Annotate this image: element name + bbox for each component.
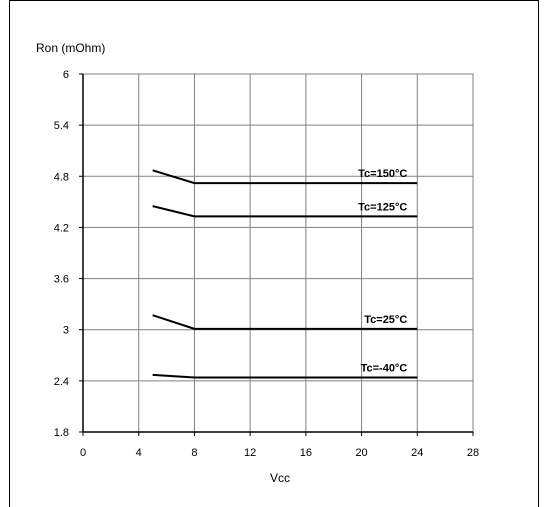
x-tick-label: 16 — [300, 447, 312, 459]
series-label: Tc=125°C — [358, 201, 407, 213]
series-label: Tc=-40°C — [361, 362, 408, 374]
y-tick-label: 4.2 — [54, 222, 69, 234]
y-tick-label: 4.8 — [54, 171, 69, 183]
y-tick-label: 5.4 — [54, 120, 69, 132]
series-line — [152, 169, 418, 185]
x-tick-label: 20 — [355, 447, 367, 459]
x-tick-label: 28 — [467, 447, 479, 459]
axes — [79, 73, 474, 436]
series-line — [152, 205, 418, 218]
x-tick-labels: 0 4 8 12 16 20 24 28 — [80, 447, 479, 459]
x-tick-label: 4 — [136, 447, 142, 459]
y-tick-label: 1.8 — [54, 427, 69, 439]
y-tick-labels: 1.8 2.4 3 3.6 4.2 4.8 5.4 6 — [54, 69, 69, 439]
series-label: Tc=150°C — [358, 168, 407, 180]
x-axis-title: Vcc — [270, 471, 290, 485]
series-line — [152, 314, 418, 330]
series-line — [152, 373, 418, 379]
y-tick-label: 3 — [63, 325, 69, 337]
y-tick-label: 3.6 — [54, 274, 69, 286]
series-lines — [152, 169, 418, 379]
series-label: Tc=25°C — [364, 314, 407, 326]
x-tick-label: 12 — [244, 447, 256, 459]
y-tick-label: 2.4 — [54, 376, 69, 388]
y-tick-label: 6 — [63, 69, 69, 81]
x-tick-label: 24 — [411, 447, 423, 459]
x-tick-label: 8 — [191, 447, 197, 459]
x-tick-label: 0 — [80, 447, 86, 459]
series-labels: Tc=150°C Tc=125°C Tc=25°C Tc=-40°C — [358, 168, 407, 374]
y-axis-title: Ron (mOhm) — [36, 41, 105, 55]
grid — [82, 73, 474, 433]
